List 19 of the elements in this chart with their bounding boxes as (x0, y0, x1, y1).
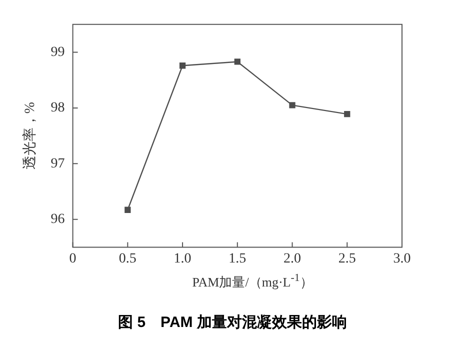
x-axis-title: PAM加量/（mg·L$^{-1}$） (191, 272, 314, 292)
x-tick-label: 1.0 (174, 251, 192, 266)
text: 图 5 PAM 加量对混凝效果的影响 (117, 313, 348, 332)
point (124, 206, 131, 213)
y-tick-label: 98 (50, 100, 65, 116)
y-tick-label: 99 (50, 44, 65, 60)
x-tick-label: 2.0 (284, 251, 302, 266)
x-tick-label: 1.5 (228, 251, 246, 266)
x-tick-label: 0 (69, 251, 76, 266)
point (289, 102, 296, 108)
x-tick-label: 3.0 (393, 251, 411, 266)
point (344, 111, 350, 118)
y-tick-label: 96 (50, 212, 65, 228)
point (234, 58, 240, 65)
x-tick-label: 2.5 (338, 251, 356, 266)
y-tick-label: 97 (50, 156, 65, 172)
y-axis-title: 透光率，% (22, 102, 38, 170)
point (179, 62, 186, 69)
x-tick-label: 0.5 (118, 251, 136, 266)
